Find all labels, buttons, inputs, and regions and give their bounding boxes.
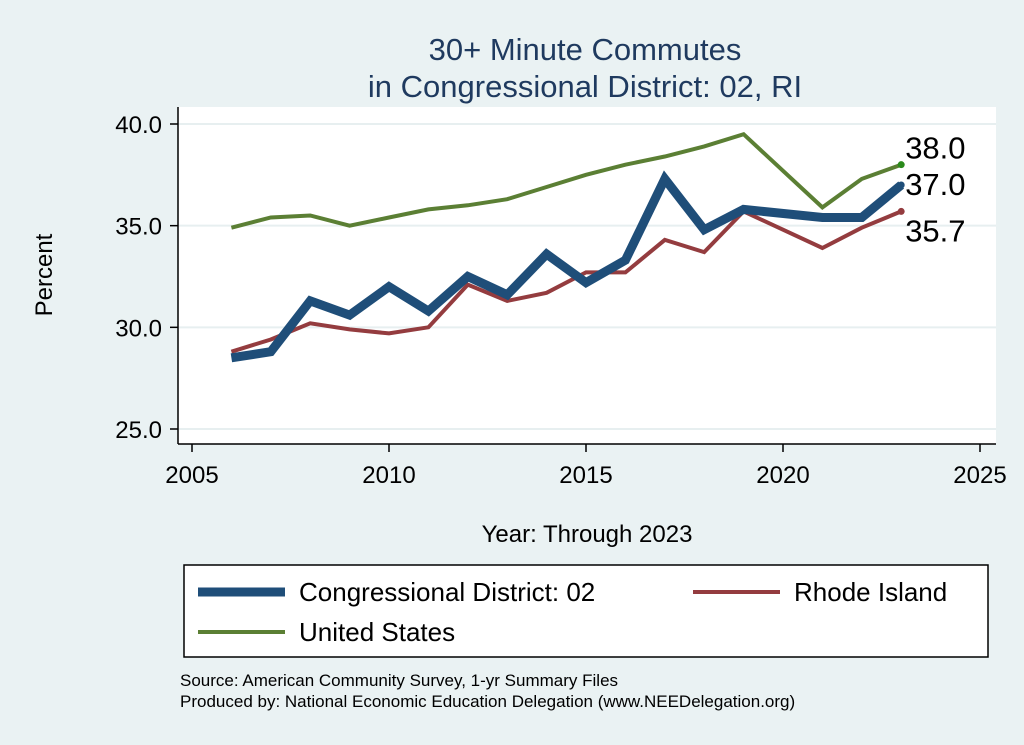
y-tick-label: 40.0 xyxy=(115,112,162,139)
x-tick-label: 2020 xyxy=(756,462,809,489)
y-axis-title: Percent xyxy=(31,233,58,316)
y-tick-label: 35.0 xyxy=(115,214,162,241)
y-tick-label: 30.0 xyxy=(115,315,162,342)
legend-entry-label: Rhode Island xyxy=(794,577,947,607)
series-lines xyxy=(230,131,905,363)
x-tick-label: 2025 xyxy=(953,462,1006,489)
plot-area xyxy=(178,107,996,444)
chart-title-line-2: in Congressional District: 02, RI xyxy=(368,69,802,104)
legend-box xyxy=(183,564,989,658)
y-tick-label: 25.0 xyxy=(115,417,162,444)
source-line-1: Source: American Community Survey, 1-yr … xyxy=(180,671,618,690)
end-point-marker xyxy=(897,161,905,169)
legend-entry-label: United States xyxy=(299,617,455,647)
legend-items: Congressional District: 02 Rhode Island Un… xyxy=(198,577,947,647)
axes: 25.0 30.0 35.0 40.0 2005 2010 2015 2020 2025 xyxy=(115,107,1007,489)
series-line-rhode-island xyxy=(230,208,902,354)
end-value-label: 37.0 xyxy=(905,167,965,202)
chart-title-line-1: 30+ Minute Commutes xyxy=(429,32,742,67)
source-line-2: Produced by: National Economic Education… xyxy=(180,692,795,711)
end-point-marker xyxy=(897,181,905,189)
x-tick-label: 2015 xyxy=(559,462,612,489)
x-tick-label: 2005 xyxy=(165,462,218,489)
end-point-marker xyxy=(897,207,905,215)
x-tick-label: 2010 xyxy=(362,462,415,489)
grid-lines xyxy=(178,123,996,430)
end-value-label: 35.7 xyxy=(905,213,965,248)
end-value-label: 38.0 xyxy=(905,131,965,166)
end-labels: 37.0 35.7 38.0 xyxy=(897,131,966,248)
series-line-congressional-district-02 xyxy=(230,170,905,363)
series-line-united-states xyxy=(230,131,902,230)
x-axis-title: Year: Through 2023 xyxy=(482,521,693,548)
legend-entry-label: Congressional District: 02 xyxy=(299,577,595,607)
